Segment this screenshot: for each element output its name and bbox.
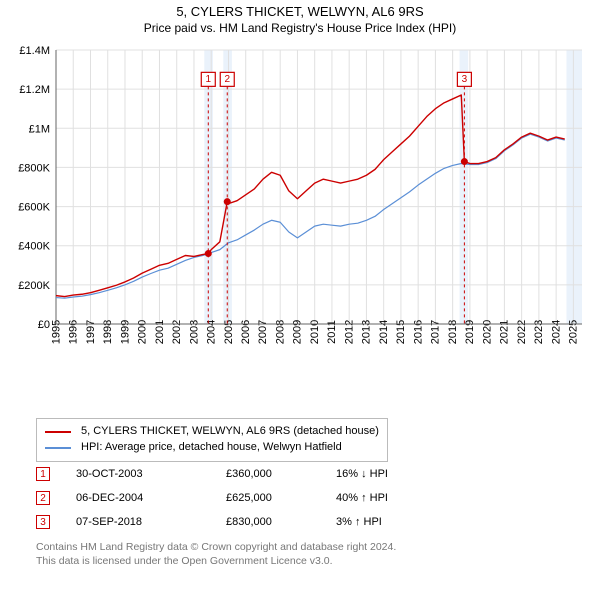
svg-text:£1.2M: £1.2M bbox=[19, 84, 50, 96]
footnote-line: This data is licensed under the Open Gov… bbox=[36, 554, 396, 568]
svg-text:2014: 2014 bbox=[378, 320, 390, 344]
svg-text:2: 2 bbox=[224, 74, 230, 85]
legend-label: HPI: Average price, detached house, Welw… bbox=[81, 440, 342, 456]
legend-item: HPI: Average price, detached house, Welw… bbox=[45, 440, 379, 456]
svg-text:2004: 2004 bbox=[206, 320, 218, 344]
table-row: 2 06-DEC-2004 £625,000 40% ↑ HPI bbox=[36, 486, 456, 510]
svg-text:£1.4M: £1.4M bbox=[19, 45, 50, 57]
svg-text:2013: 2013 bbox=[361, 320, 373, 344]
transactions-table: 1 30-OCT-2003 £360,000 16% ↓ HPI 2 06-DE… bbox=[36, 462, 456, 534]
svg-text:2025: 2025 bbox=[568, 320, 580, 344]
svg-text:£600K: £600K bbox=[18, 202, 50, 214]
svg-text:2023: 2023 bbox=[533, 320, 545, 344]
svg-text:2007: 2007 bbox=[257, 320, 269, 344]
svg-text:2000: 2000 bbox=[137, 320, 149, 344]
svg-text:£1M: £1M bbox=[29, 123, 50, 135]
svg-text:2017: 2017 bbox=[430, 320, 442, 344]
svg-text:2020: 2020 bbox=[481, 320, 493, 344]
svg-text:2016: 2016 bbox=[412, 320, 424, 344]
svg-text:2003: 2003 bbox=[188, 320, 200, 344]
transaction-date: 07-SEP-2018 bbox=[76, 516, 226, 528]
svg-text:1: 1 bbox=[206, 74, 212, 85]
transaction-date: 30-OCT-2003 bbox=[76, 468, 226, 480]
svg-text:1997: 1997 bbox=[85, 320, 97, 344]
table-row: 1 30-OCT-2003 £360,000 16% ↓ HPI bbox=[36, 462, 456, 486]
svg-text:2018: 2018 bbox=[447, 320, 459, 344]
svg-text:2022: 2022 bbox=[516, 320, 528, 344]
transaction-date: 06-DEC-2004 bbox=[76, 492, 226, 504]
svg-text:£400K: £400K bbox=[18, 241, 50, 253]
svg-text:3: 3 bbox=[462, 74, 468, 85]
svg-text:1999: 1999 bbox=[119, 320, 131, 344]
svg-text:£0: £0 bbox=[38, 319, 50, 331]
transaction-diff: 40% ↑ HPI bbox=[336, 492, 456, 504]
svg-text:2006: 2006 bbox=[240, 320, 252, 344]
legend-swatch bbox=[45, 447, 71, 449]
svg-text:£800K: £800K bbox=[18, 162, 50, 174]
legend-label: 5, CYLERS THICKET, WELWYN, AL6 9RS (deta… bbox=[81, 424, 379, 440]
svg-text:1998: 1998 bbox=[102, 320, 114, 344]
svg-text:2001: 2001 bbox=[154, 320, 166, 344]
svg-text:2024: 2024 bbox=[550, 320, 562, 344]
svg-text:1996: 1996 bbox=[68, 320, 80, 344]
svg-text:2010: 2010 bbox=[309, 320, 321, 344]
transaction-price: £360,000 bbox=[226, 468, 336, 480]
svg-text:2019: 2019 bbox=[464, 320, 476, 344]
chart-legend: 5, CYLERS THICKET, WELWYN, AL6 9RS (deta… bbox=[36, 418, 388, 462]
transaction-marker: 1 bbox=[36, 467, 50, 481]
svg-text:2002: 2002 bbox=[171, 320, 183, 344]
transaction-diff: 16% ↓ HPI bbox=[336, 468, 456, 480]
price-chart: £0£200K£400K£600K£800K£1M£1.2M£1.4M19951… bbox=[10, 44, 590, 404]
transaction-marker: 3 bbox=[36, 515, 50, 529]
footnote-line: Contains HM Land Registry data © Crown c… bbox=[36, 540, 396, 554]
transaction-marker: 2 bbox=[36, 491, 50, 505]
table-row: 3 07-SEP-2018 £830,000 3% ↑ HPI bbox=[36, 510, 456, 534]
svg-text:£200K: £200K bbox=[18, 280, 50, 292]
legend-swatch bbox=[45, 431, 71, 433]
page-title: 5, CYLERS THICKET, WELWYN, AL6 9RS bbox=[0, 4, 600, 19]
svg-text:2009: 2009 bbox=[292, 320, 304, 344]
legend-item: 5, CYLERS THICKET, WELWYN, AL6 9RS (deta… bbox=[45, 424, 379, 440]
svg-text:2012: 2012 bbox=[343, 320, 355, 344]
svg-text:2008: 2008 bbox=[274, 320, 286, 344]
transaction-price: £625,000 bbox=[226, 492, 336, 504]
transaction-diff: 3% ↑ HPI bbox=[336, 516, 456, 528]
page-subtitle: Price paid vs. HM Land Registry's House … bbox=[0, 21, 600, 35]
transaction-price: £830,000 bbox=[226, 516, 336, 528]
svg-text:2021: 2021 bbox=[499, 320, 511, 344]
svg-text:2005: 2005 bbox=[223, 320, 235, 344]
footnote: Contains HM Land Registry data © Crown c… bbox=[36, 540, 396, 568]
svg-text:2015: 2015 bbox=[395, 320, 407, 344]
